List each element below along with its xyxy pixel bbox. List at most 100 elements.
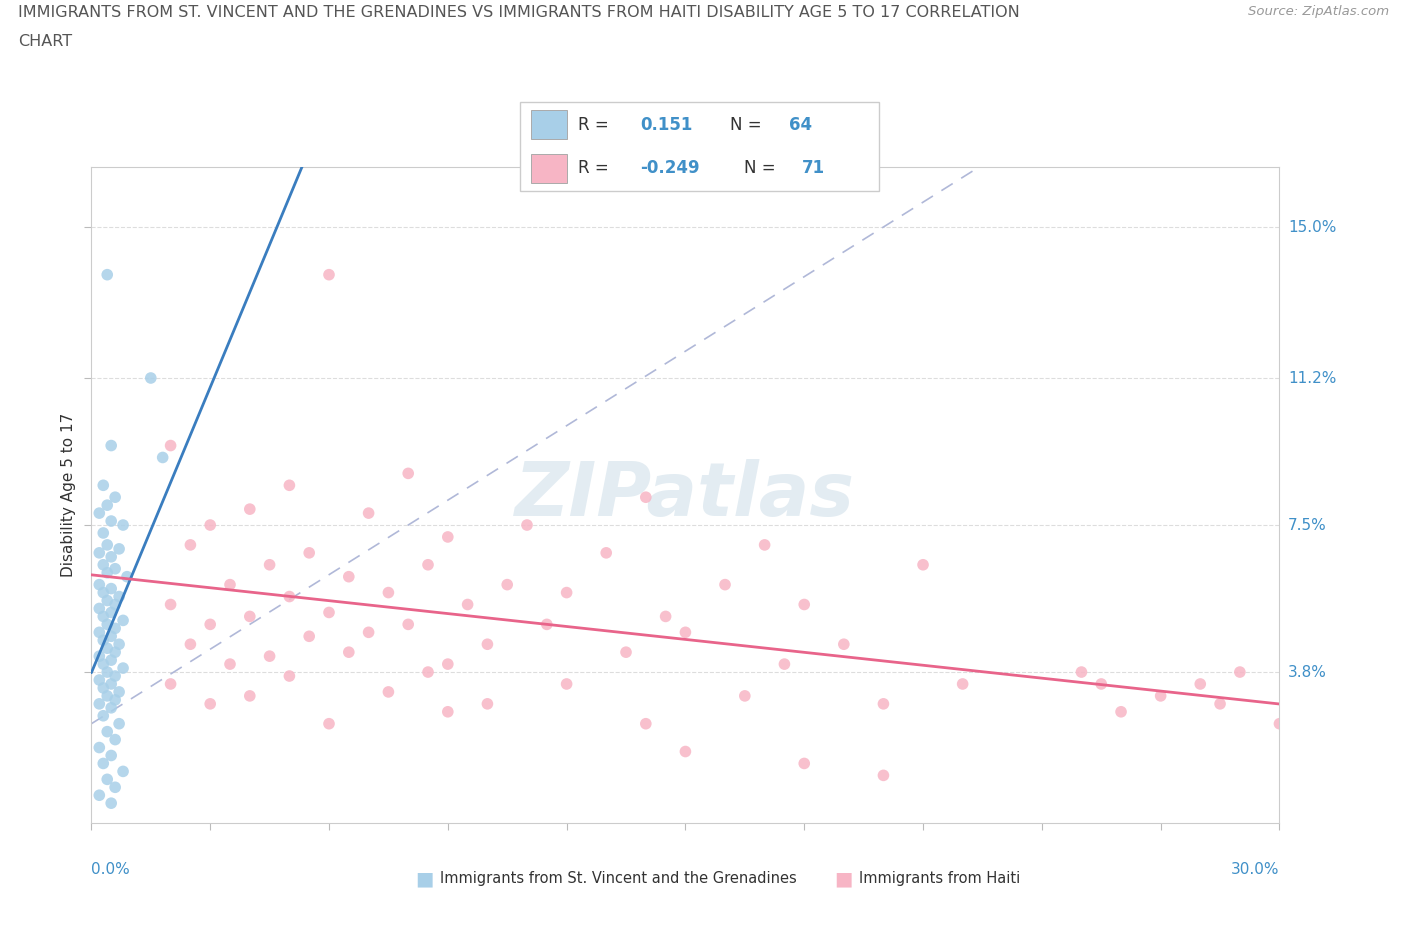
Point (91, 709, 114, 724)
Y-axis label: Disability Age 5 to 17: Disability Age 5 to 17 (60, 413, 76, 578)
Point (89, 545, 111, 560)
Point (198, 518, 221, 533)
Point (100, 629, 122, 644)
Point (100, 653, 122, 668)
Point (911, 557, 934, 572)
Point (396, 466, 419, 481)
Point (91, 632, 114, 647)
Point (96, 665, 118, 680)
Point (89, 578, 111, 592)
Point (872, 768, 894, 783)
Point (278, 589, 301, 604)
Point (357, 625, 380, 640)
Point (1090, 676, 1112, 691)
Text: 11.2%: 11.2% (1288, 370, 1336, 386)
Point (91, 557, 114, 572)
Text: 0.151: 0.151 (640, 116, 693, 134)
Point (104, 597, 127, 612)
Point (318, 605, 340, 620)
Text: 64: 64 (789, 116, 813, 134)
Point (91, 657, 114, 671)
Point (104, 732, 127, 747)
Point (516, 518, 538, 533)
Point (91, 756, 114, 771)
Point (198, 697, 221, 711)
Point (793, 597, 815, 612)
Text: ■: ■ (415, 870, 433, 888)
Point (179, 637, 201, 652)
Text: Source: ZipAtlas.com: Source: ZipAtlas.com (1249, 5, 1389, 18)
Point (112, 764, 135, 778)
Point (139, 370, 162, 385)
Point (377, 585, 399, 600)
Point (318, 267, 340, 282)
Point (104, 780, 127, 795)
Point (595, 545, 617, 560)
Text: 15.0%: 15.0% (1288, 219, 1336, 234)
Point (152, 450, 174, 465)
Point (100, 676, 122, 691)
Point (100, 438, 122, 453)
Point (714, 578, 737, 592)
Point (89, 788, 111, 803)
Point (159, 597, 181, 612)
Bar (531, 111, 567, 140)
Point (1109, 704, 1132, 719)
Point (96, 565, 118, 580)
Point (104, 621, 127, 636)
Point (96, 772, 118, 787)
Point (108, 716, 131, 731)
Point (1189, 676, 1212, 691)
Point (1149, 688, 1171, 703)
Point (436, 657, 458, 671)
Point (108, 589, 131, 604)
Point (91, 525, 114, 540)
Point (179, 538, 201, 552)
Text: Immigrants from St. Vincent and the Grenadines: Immigrants from St. Vincent and the Gren… (440, 871, 797, 886)
Text: -0.249: -0.249 (640, 159, 700, 177)
Point (100, 796, 122, 811)
Point (555, 585, 578, 600)
Point (754, 538, 776, 552)
Point (673, 744, 696, 759)
Text: 7.5%: 7.5% (1288, 517, 1327, 533)
Point (832, 637, 855, 652)
Text: ■: ■ (834, 870, 852, 888)
Point (112, 518, 135, 533)
Point (91, 681, 114, 696)
Point (159, 438, 181, 453)
Point (952, 676, 974, 691)
Point (1268, 716, 1291, 731)
Point (793, 756, 815, 771)
Point (298, 545, 321, 560)
Point (872, 697, 894, 711)
Point (278, 478, 301, 493)
Point (477, 637, 499, 652)
Point (416, 665, 439, 680)
Point (104, 490, 127, 505)
Point (89, 697, 111, 711)
Point (112, 613, 135, 628)
Point (89, 649, 111, 664)
Point (477, 697, 499, 711)
Point (100, 748, 122, 763)
Point (91, 609, 114, 624)
Point (100, 581, 122, 596)
Point (239, 609, 262, 624)
Text: R =: R = (578, 159, 613, 177)
Point (416, 557, 439, 572)
Point (89, 672, 111, 687)
Text: ZIPatlas: ZIPatlas (516, 458, 855, 532)
Point (96, 617, 118, 631)
Text: IMMIGRANTS FROM ST. VINCENT AND THE GRENADINES VS IMMIGRANTS FROM HAITI DISABILI: IMMIGRANTS FROM ST. VINCENT AND THE GREN… (18, 5, 1019, 20)
Point (96, 498, 118, 512)
Point (96, 267, 118, 282)
Point (104, 562, 127, 577)
Point (96, 538, 118, 552)
Point (337, 569, 360, 584)
Point (673, 625, 696, 640)
Point (318, 716, 340, 731)
Point (219, 657, 242, 671)
Point (357, 506, 380, 521)
Bar (531, 153, 567, 182)
